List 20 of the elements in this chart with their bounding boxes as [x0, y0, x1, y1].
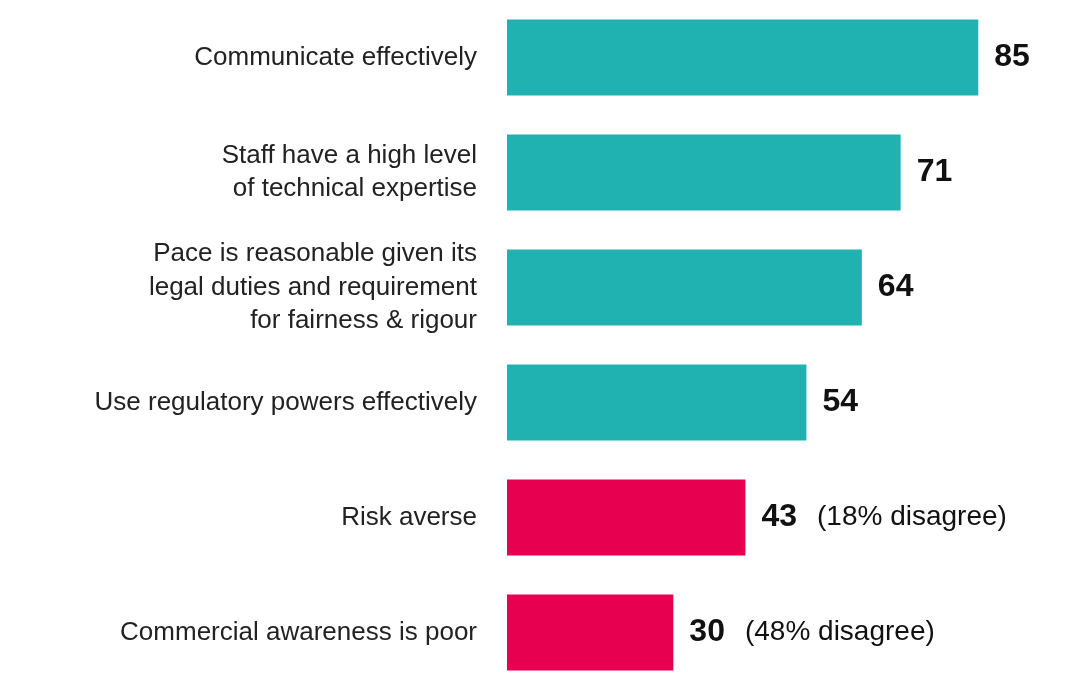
data-label: 54 — [822, 382, 859, 419]
data-label: 85 — [994, 37, 1030, 74]
y-tick-label: Commercial awareness is poor — [120, 615, 478, 646]
data-label: 30 — [689, 612, 725, 649]
bar — [507, 19, 979, 96]
annotation: (48% disagree) — [744, 615, 935, 647]
bar — [507, 134, 901, 211]
y-tick-label: Pace is reasonable given its legal duties and requirement for fairness & rigour — [148, 237, 478, 334]
bar — [507, 249, 862, 326]
y-tick-label: Staff have a high level of technical expertise — [221, 139, 477, 203]
bar — [507, 479, 746, 556]
data-label: 64 — [877, 267, 914, 304]
y-tick-label: Communicate effectively — [194, 40, 477, 71]
y-tick-label: Use regulatory powers effectively — [94, 385, 477, 416]
data-label: 71 — [916, 152, 953, 189]
bar — [507, 364, 807, 441]
bar — [507, 594, 674, 671]
data-label: 43 — [761, 497, 797, 534]
y-tick-label: Risk averse — [341, 500, 477, 531]
annotation: (18% disagree) — [817, 500, 1007, 532]
